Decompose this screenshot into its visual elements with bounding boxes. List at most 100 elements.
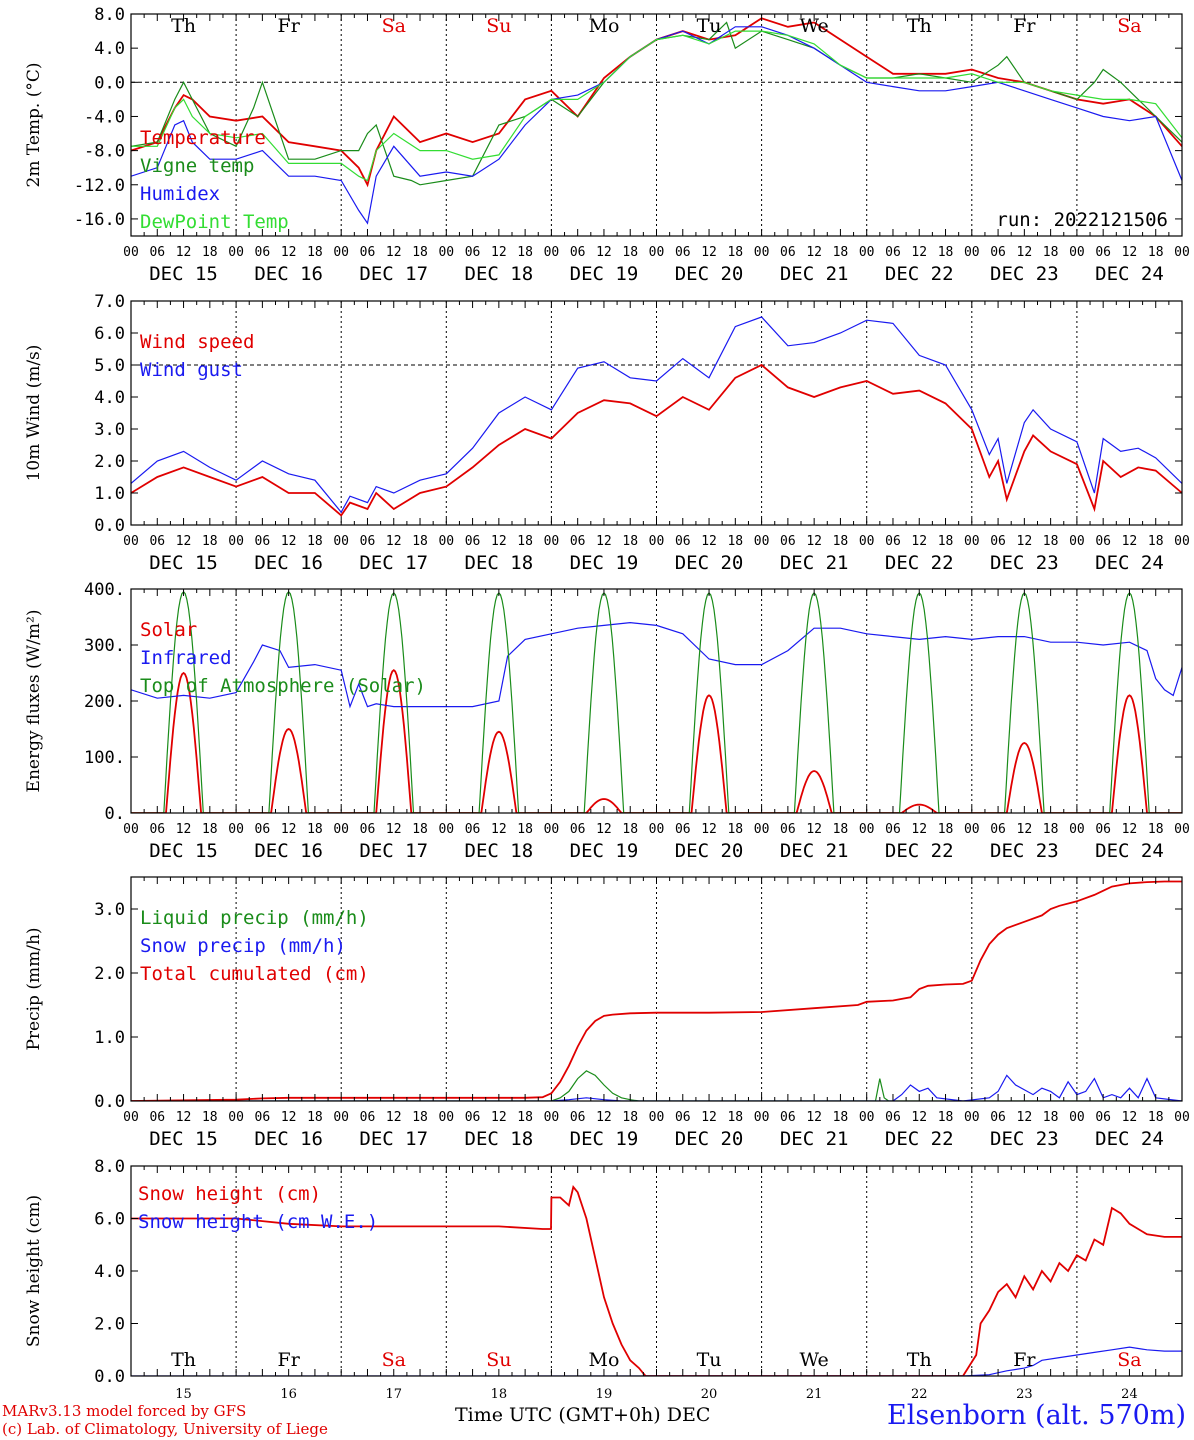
x-hour-label: 00 xyxy=(228,534,244,549)
y-axis-label: Energy fluxes (W/m²) xyxy=(24,610,44,793)
meteogram-chart: 8.0 4.0 0.0 -4.0 -8.0 -12.0 -16.0 2m Temp. (°C)… xyxy=(24,5,1190,1400)
x-date-label: DEC 18 xyxy=(465,1128,534,1150)
x-hour-label: 00 xyxy=(123,1110,139,1125)
x-date-label: DEC 23 xyxy=(990,840,1059,862)
series-line xyxy=(131,1346,1182,1376)
y-tick-label: 300. xyxy=(84,636,125,656)
legend-entry: Wind gust xyxy=(140,359,243,381)
x-hour-label: 00 xyxy=(228,245,244,260)
y-tick-label: 0.0 xyxy=(94,516,125,536)
x-hour-label: 12 xyxy=(1122,1110,1138,1125)
weekday-label: Su xyxy=(486,1349,511,1371)
run-label: run: 2022121506 xyxy=(996,209,1168,231)
x-hour-label: 18 xyxy=(517,1110,533,1125)
legend-entry: DewPoint Temp xyxy=(140,211,289,233)
x-date-label: DEC 20 xyxy=(675,263,744,285)
y-tick-label: 6.0 xyxy=(94,1210,125,1230)
y-tick-label: 4.0 xyxy=(94,1262,125,1282)
x-hour-label: 18 xyxy=(622,534,638,549)
weekday-label: Th xyxy=(171,1349,196,1371)
legend-entry: Snow height (cm) xyxy=(138,1183,321,1205)
x-hour-label: 06 xyxy=(885,245,901,260)
y-tick-label: 5.0 xyxy=(94,356,125,376)
weekday-label: Sa xyxy=(1117,15,1141,37)
x-hour-label: 06 xyxy=(1095,245,1111,260)
x-date-label: DEC 24 xyxy=(1095,1128,1164,1150)
x-day-number: 19 xyxy=(596,1387,613,1400)
x-hour-label: 06 xyxy=(885,534,901,549)
series-line xyxy=(131,1070,1182,1101)
x-hour-label: 18 xyxy=(938,534,954,549)
legend-entry: Liquid precip (mm/h) xyxy=(140,907,369,929)
x-hour-label: 18 xyxy=(1148,822,1164,837)
series-line xyxy=(131,30,1182,182)
x-hour-label: 00 xyxy=(228,1110,244,1125)
x-hour-label: 12 xyxy=(701,822,717,837)
y-tick-label: 4.0 xyxy=(94,388,125,408)
x-hour-label: 12 xyxy=(596,1110,612,1125)
weekday-label: Mo xyxy=(588,15,619,37)
x-date-label: DEC 19 xyxy=(570,1128,639,1150)
x-hour-label: 00 xyxy=(123,534,139,549)
y-tick-label: 2.0 xyxy=(94,452,125,472)
x-hour-label: 00 xyxy=(964,534,980,549)
x-hour-label: 00 xyxy=(859,245,875,260)
x-hour-label: 18 xyxy=(202,1110,218,1125)
x-hour-label: 12 xyxy=(386,1110,402,1125)
y-axis-label: 10m Wind (m/s) xyxy=(24,345,44,482)
x-hour-label: 00 xyxy=(859,822,875,837)
x-hour-label: 00 xyxy=(964,822,980,837)
snow-panel: 8.0 6.0 4.0 2.0 0.0 Snow height (cm) 15 16 17 18 1… xyxy=(24,1157,1183,1400)
x-hour-label: 00 xyxy=(859,534,875,549)
x-hour-label: 06 xyxy=(1095,534,1111,549)
x-date-label: DEC 23 xyxy=(990,1128,1059,1150)
x-hour-label: 12 xyxy=(806,1110,822,1125)
x-day-number: 18 xyxy=(491,1387,508,1400)
x-hour-label: 00 xyxy=(438,534,454,549)
x-date-label: DEC 24 xyxy=(1095,840,1164,862)
x-hour-label: 18 xyxy=(622,1110,638,1125)
y-tick-label: -8.0 xyxy=(84,142,125,162)
x-hour-label: 06 xyxy=(149,534,165,549)
x-hour-label: 12 xyxy=(176,1110,192,1125)
x-hour-label: 12 xyxy=(281,245,297,260)
x-hour-label: 18 xyxy=(622,822,638,837)
series-line xyxy=(131,1074,1182,1101)
x-hour-label: 06 xyxy=(990,822,1006,837)
x-hour-label: 12 xyxy=(1122,245,1138,260)
x-hour-label: 06 xyxy=(675,1110,691,1125)
legend-entry: Top of Atmosphere (Solar) xyxy=(140,675,426,697)
x-hour-label: 06 xyxy=(780,822,796,837)
x-hour-label: 06 xyxy=(149,245,165,260)
x-hour-label: 06 xyxy=(885,1110,901,1125)
x-hour-label: 06 xyxy=(570,1110,586,1125)
x-hour-label: 12 xyxy=(911,1110,927,1125)
x-date-label: DEC 18 xyxy=(465,840,534,862)
x-hour-label: 12 xyxy=(596,245,612,260)
y-tick-label: 1.0 xyxy=(94,484,125,504)
weekday-label: Th xyxy=(907,15,932,37)
x-hour-label: 06 xyxy=(675,822,691,837)
y-tick-label: 3.0 xyxy=(94,420,125,440)
x-hour-label: 00 xyxy=(544,822,560,837)
lab-credit-text: (c) Lab. of Climatology, University of L… xyxy=(2,1420,328,1438)
x-date-label: DEC 21 xyxy=(780,552,849,574)
y-tick-label: 2.0 xyxy=(94,1315,125,1335)
x-hour-label: 00 xyxy=(544,534,560,549)
y-tick-label: 3.0 xyxy=(94,900,125,920)
x-hour-label: 12 xyxy=(701,534,717,549)
x-day-number: 21 xyxy=(806,1387,823,1400)
series-line xyxy=(131,316,1182,514)
x-hour-label: 00 xyxy=(438,1110,454,1125)
y-tick-label: -4.0 xyxy=(84,107,125,127)
x-hour-label: 06 xyxy=(885,822,901,837)
x-hour-label: 00 xyxy=(544,245,560,260)
x-hour-label: 00 xyxy=(438,822,454,837)
weekday-label: Fr xyxy=(1013,1349,1036,1371)
x-hour-label: 00 xyxy=(1069,822,1085,837)
x-day-number: 15 xyxy=(175,1387,192,1400)
x-day-number: 16 xyxy=(280,1387,297,1400)
x-hour-label: 06 xyxy=(1095,1110,1111,1125)
x-hour-label: 06 xyxy=(780,245,796,260)
series-line xyxy=(131,669,1182,813)
